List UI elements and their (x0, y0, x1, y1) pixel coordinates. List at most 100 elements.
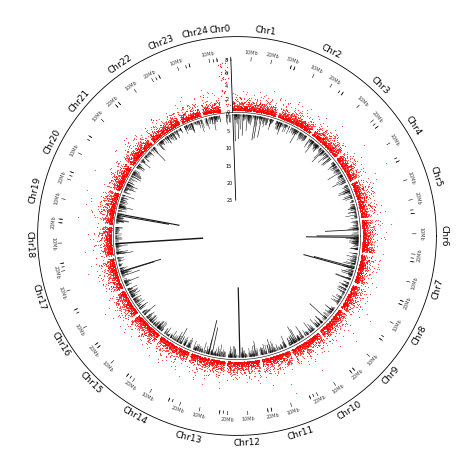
Point (288, 117, 296, 124)
Point (305, 336, 312, 344)
Point (178, 346, 185, 353)
Point (118, 284, 125, 292)
Point (173, 119, 181, 127)
Point (172, 116, 180, 124)
Point (297, 116, 305, 123)
Point (360, 257, 368, 264)
Point (215, 107, 222, 114)
Point (356, 264, 364, 271)
Point (149, 134, 156, 141)
Point (352, 273, 360, 281)
Point (129, 159, 137, 167)
Point (100, 206, 108, 213)
Point (327, 148, 335, 156)
Point (253, 108, 260, 115)
Point (137, 144, 145, 152)
Point (358, 209, 366, 216)
Point (365, 233, 372, 241)
Point (277, 106, 284, 113)
Point (209, 107, 217, 115)
Point (149, 327, 156, 335)
Point (113, 181, 121, 188)
Point (108, 241, 115, 248)
Point (176, 346, 183, 353)
Point (109, 172, 117, 180)
Point (116, 165, 123, 173)
Point (205, 104, 213, 112)
Point (344, 320, 351, 328)
Point (107, 206, 115, 213)
Point (108, 241, 116, 249)
Point (365, 235, 373, 242)
Point (342, 302, 350, 309)
Point (333, 315, 341, 322)
Point (196, 353, 203, 360)
Point (137, 317, 144, 325)
Point (134, 148, 141, 156)
Point (358, 265, 365, 273)
Point (119, 176, 127, 184)
Point (104, 242, 111, 249)
Point (360, 240, 367, 248)
Point (357, 291, 365, 299)
Point (363, 234, 370, 242)
Point (285, 350, 292, 357)
Point (331, 319, 338, 326)
Point (202, 355, 210, 362)
Point (168, 124, 175, 132)
Point (249, 360, 257, 368)
Point (358, 202, 365, 209)
Point (126, 301, 133, 309)
Point (324, 144, 331, 152)
Point (355, 190, 363, 198)
Point (105, 227, 113, 235)
Point (238, 362, 246, 370)
Point (145, 322, 152, 330)
Point (171, 117, 179, 125)
Point (323, 324, 331, 331)
Point (314, 126, 321, 134)
Point (133, 152, 140, 160)
Point (344, 169, 352, 177)
Point (357, 254, 365, 262)
Point (99, 206, 107, 214)
Point (115, 177, 123, 185)
Point (120, 175, 128, 182)
Point (107, 238, 115, 246)
Point (165, 350, 173, 357)
Point (363, 188, 370, 196)
Point (282, 113, 289, 121)
Point (106, 264, 114, 272)
Point (109, 258, 116, 266)
Point (188, 350, 195, 358)
Point (312, 334, 320, 341)
Point (120, 288, 128, 296)
Point (240, 104, 248, 111)
Point (119, 291, 127, 298)
Point (112, 274, 119, 282)
Point (112, 276, 119, 283)
Point (268, 355, 275, 363)
Point (112, 298, 120, 306)
Point (158, 337, 166, 345)
Point (270, 111, 278, 119)
Point (180, 347, 187, 355)
Point (342, 306, 350, 313)
Point (211, 357, 219, 365)
Point (334, 150, 342, 157)
Point (201, 358, 209, 365)
Point (258, 104, 265, 112)
Point (271, 354, 278, 362)
Point (182, 108, 189, 115)
Point (346, 292, 353, 300)
Point (108, 248, 116, 255)
Point (337, 143, 344, 151)
Point (351, 289, 359, 297)
Point (294, 344, 301, 352)
Point (267, 353, 274, 361)
Point (345, 296, 352, 304)
Point (211, 356, 219, 363)
Point (143, 321, 151, 329)
Point (162, 352, 169, 360)
Point (101, 226, 109, 233)
